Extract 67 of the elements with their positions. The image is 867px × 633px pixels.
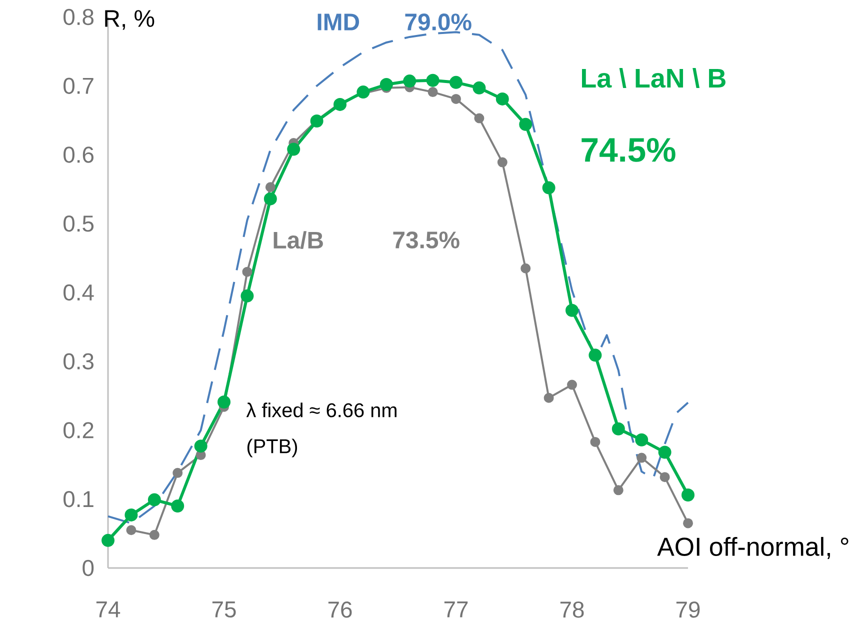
point	[472, 81, 486, 94]
point	[126, 525, 136, 536]
point	[242, 266, 252, 277]
point	[102, 534, 115, 547]
point	[658, 446, 672, 459]
x-tick-label: 79	[676, 602, 700, 618]
point	[426, 74, 440, 87]
point	[660, 472, 670, 482]
point	[265, 182, 276, 192]
point	[542, 181, 556, 194]
point	[612, 422, 625, 436]
y-tick-label: 0	[82, 560, 94, 576]
point	[428, 87, 438, 98]
point	[171, 499, 184, 512]
point	[474, 113, 484, 124]
point	[172, 468, 183, 478]
y-tick-label: 0.2	[64, 422, 94, 438]
y-tick-label: 0.6	[64, 146, 94, 163]
point	[683, 518, 694, 528]
point	[287, 142, 300, 156]
y-tick-label: 0.8	[64, 8, 94, 26]
point	[148, 493, 161, 506]
point	[588, 348, 602, 362]
point	[613, 485, 624, 496]
point	[519, 118, 532, 131]
y-tick-label: 0.4	[64, 284, 94, 301]
annotation: 79.0%	[405, 14, 472, 30]
annotation: 74.5%	[582, 138, 676, 162]
point	[450, 76, 463, 89]
annotation: (PTB)	[247, 438, 298, 458]
point	[194, 440, 208, 453]
series-label: La/B	[274, 231, 323, 249]
x-axis-title: AOI off-normal, °	[657, 536, 848, 560]
point	[218, 395, 231, 408]
x-tick-label: 78	[560, 602, 584, 618]
point	[497, 157, 508, 168]
y-axis-title: R, %	[105, 10, 154, 30]
annotation: 73.5%	[393, 232, 460, 248]
point	[334, 98, 347, 111]
point	[264, 192, 277, 206]
x-tick-label: 75	[212, 602, 236, 618]
point	[566, 304, 579, 317]
y-tick-label: 0.1	[64, 490, 94, 508]
point	[451, 94, 462, 104]
series-label: IMD	[318, 14, 360, 30]
point	[520, 263, 531, 274]
point	[496, 92, 509, 106]
y-tick-label: 0.5	[64, 215, 94, 232]
text: La \ LaN \ B	[582, 68, 726, 88]
point	[567, 380, 578, 390]
point	[124, 508, 138, 522]
point	[149, 530, 160, 540]
annotation: λ fixed ≈ 6.66 nm	[246, 402, 396, 418]
point	[356, 86, 370, 99]
x-tick-label: 76	[328, 602, 352, 618]
point	[682, 488, 695, 502]
point	[240, 289, 254, 302]
point	[380, 78, 393, 91]
point	[590, 436, 600, 447]
x-tick-label: 77	[444, 602, 468, 618]
point	[544, 392, 554, 403]
point	[635, 433, 648, 446]
x-tick-label: 74	[96, 602, 120, 618]
point	[403, 74, 416, 88]
y-tick-label: 0.3	[64, 353, 94, 370]
point	[636, 452, 647, 463]
y-tick-label: 0.7	[64, 78, 94, 94]
